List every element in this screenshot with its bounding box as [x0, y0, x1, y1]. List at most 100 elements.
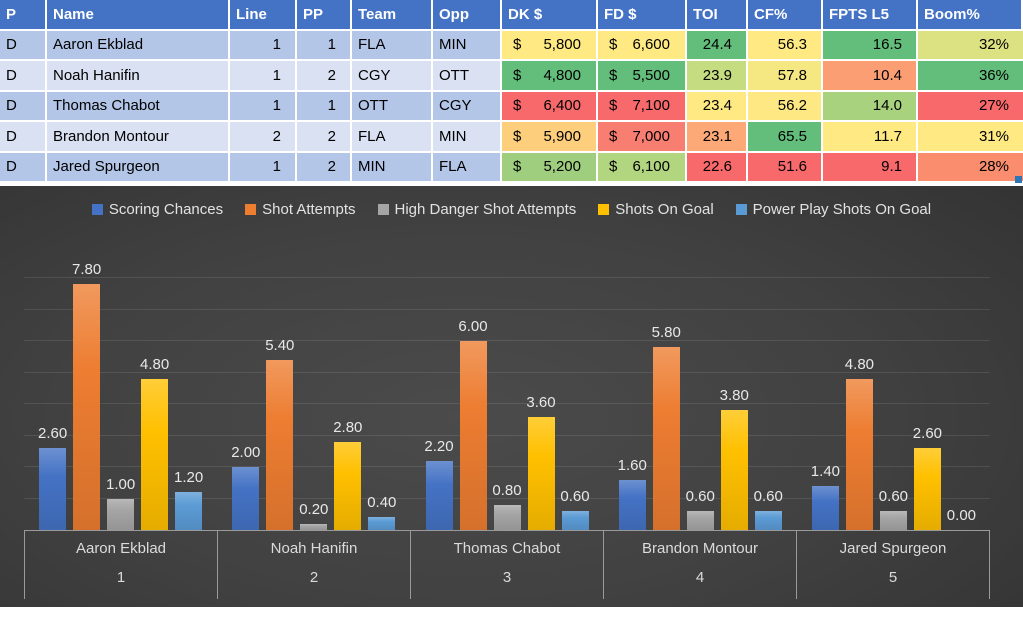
cell-dk-[interactable]: $6,400 — [502, 91, 598, 122]
selection-fill-handle[interactable] — [1015, 176, 1022, 183]
header-cell-boom-[interactable]: Boom% — [918, 0, 1023, 31]
cell-team[interactable]: FLA — [352, 30, 433, 61]
header-cell-opp[interactable]: Opp — [433, 0, 502, 31]
bar-value-label: 1.00 — [105, 475, 136, 493]
cell-toi[interactable]: 23.4 — [687, 91, 748, 122]
cell-boom-[interactable]: 31% — [918, 122, 1023, 153]
cell-p[interactable]: D — [0, 30, 47, 61]
cell-line[interactable]: 1 — [230, 91, 297, 122]
bar-slot: 1.00 — [105, 221, 136, 530]
cell-pp[interactable]: 2 — [297, 61, 352, 92]
bar-scoring-chances — [425, 460, 453, 530]
cell-pp[interactable]: 2 — [297, 152, 352, 183]
cell-team[interactable]: FLA — [352, 122, 433, 153]
bar-value-label: 0.60 — [878, 488, 909, 506]
category-cell: Brandon Montour 4 — [603, 531, 796, 599]
cell-pp[interactable]: 1 — [297, 91, 352, 122]
header-cell-fpts-l5[interactable]: FPTS L5 — [823, 0, 918, 31]
table-row: D Thomas Chabot 1 1 OTT CGY $6,400 $7,100 23.4 56… — [0, 91, 1023, 122]
cell-fpts-l5[interactable]: 10.4 — [823, 61, 918, 92]
cell-boom-[interactable]: 27% — [918, 91, 1023, 122]
cell-fd-[interactable]: $6,600 — [598, 30, 687, 61]
bar-slot: 6.00 — [458, 221, 488, 530]
header-cell-p[interactable]: P — [0, 0, 47, 31]
cell-name[interactable]: Aaron Ekblad — [47, 30, 230, 61]
cell-line[interactable]: 1 — [230, 152, 297, 183]
cell-fpts-l5[interactable]: 16.5 — [823, 30, 918, 61]
cell-boom-[interactable]: 28% — [918, 152, 1023, 183]
header-cell-dk-[interactable]: DK $ — [502, 0, 598, 31]
cell-opp[interactable]: CGY — [433, 91, 502, 122]
header-cell-cf-[interactable]: CF% — [748, 0, 823, 31]
category-number-label: 1 — [116, 569, 126, 586]
header-cell-toi[interactable]: TOI — [687, 0, 748, 31]
cell-dk-[interactable]: $5,200 — [502, 152, 598, 183]
header-cell-team[interactable]: Team — [352, 0, 433, 31]
cell-cf-[interactable]: 65.5 — [748, 122, 823, 153]
cell-fd-[interactable]: $7,100 — [598, 91, 687, 122]
cell-fpts-l5[interactable]: 14.0 — [823, 91, 918, 122]
bar-scoring-chances — [232, 467, 260, 530]
bar-value-label: 2.20 — [424, 437, 454, 455]
cell-line[interactable]: 1 — [230, 30, 297, 61]
bar-value-label: 0.60 — [560, 488, 590, 506]
cell-value: 6,100 — [632, 158, 670, 176]
cell-fd-[interactable]: $6,100 — [598, 152, 687, 183]
bar-power-play-shots-on-goal — [561, 511, 589, 530]
cell-cf-[interactable]: 56.3 — [748, 30, 823, 61]
bar-shot-attempts — [845, 378, 873, 530]
cell-pp[interactable]: 1 — [297, 30, 352, 61]
cell-opp[interactable]: FLA — [433, 152, 502, 183]
bar-value-label: 0.20 — [299, 500, 329, 518]
bar-value-label: 5.80 — [651, 324, 681, 342]
bar-high-danger-shot-attempts — [493, 504, 521, 530]
cell-fd-[interactable]: $7,000 — [598, 122, 687, 153]
cell-opp[interactable]: OTT — [433, 61, 502, 92]
cell-fpts-l5[interactable]: 9.1 — [823, 152, 918, 183]
cell-toi[interactable]: 24.4 — [687, 30, 748, 61]
cell-p[interactable]: D — [0, 91, 47, 122]
bar-value-label: 2.60 — [37, 425, 68, 443]
legend-swatch-icon — [245, 203, 257, 215]
cell-opp[interactable]: MIN — [433, 30, 502, 61]
cell-fd-[interactable]: $5,500 — [598, 61, 687, 92]
currency-symbol: $ — [609, 158, 618, 176]
cell-opp[interactable]: MIN — [433, 122, 502, 153]
category-name-label: Aaron Ekblad — [75, 540, 167, 557]
cell-name[interactable]: Thomas Chabot — [47, 91, 230, 122]
cell-line[interactable]: 1 — [230, 61, 297, 92]
header-cell-fd-[interactable]: FD $ — [598, 0, 687, 31]
cell-cf-[interactable]: 56.2 — [748, 91, 823, 122]
bar-shot-attempts — [459, 341, 487, 530]
bar-slot: 1.40 — [811, 221, 840, 530]
cell-p[interactable]: D — [0, 152, 47, 183]
chart-plot-area: 2.60 7.80 1.00 4.80 1.20 2.00 5.40 0.20 2.80 0.40… — [24, 221, 990, 530]
cell-name[interactable]: Brandon Montour — [47, 122, 230, 153]
header-cell-name[interactable]: Name — [47, 0, 230, 31]
cell-p[interactable]: D — [0, 61, 47, 92]
cell-team[interactable]: CGY — [352, 61, 433, 92]
cell-name[interactable]: Noah Hanifin — [47, 61, 230, 92]
cell-name[interactable]: Jared Spurgeon — [47, 152, 230, 183]
header-cell-line[interactable]: Line — [230, 0, 297, 31]
cell-dk-[interactable]: $5,900 — [502, 122, 598, 153]
cell-toi[interactable]: 23.9 — [687, 61, 748, 92]
cell-dk-[interactable]: $4,800 — [502, 61, 598, 92]
legend-item: High Danger Shot Attempts — [377, 201, 576, 218]
cell-line[interactable]: 2 — [230, 122, 297, 153]
cell-cf-[interactable]: 51.6 — [748, 152, 823, 183]
cell-boom-[interactable]: 36% — [918, 61, 1023, 92]
cell-fpts-l5[interactable]: 11.7 — [823, 122, 918, 153]
cell-boom-[interactable]: 32% — [918, 30, 1023, 61]
cell-team[interactable]: MIN — [352, 152, 433, 183]
bar-slot: 2.20 — [424, 221, 454, 530]
cell-cf-[interactable]: 57.8 — [748, 61, 823, 92]
cell-pp[interactable]: 2 — [297, 122, 352, 153]
cell-p[interactable]: D — [0, 122, 47, 153]
bar-shot-attempts — [73, 284, 101, 530]
header-cell-pp[interactable]: PP — [297, 0, 352, 31]
cell-dk-[interactable]: $5,800 — [502, 30, 598, 61]
cell-toi[interactable]: 22.6 — [687, 152, 748, 183]
cell-team[interactable]: OTT — [352, 91, 433, 122]
cell-toi[interactable]: 23.1 — [687, 122, 748, 153]
